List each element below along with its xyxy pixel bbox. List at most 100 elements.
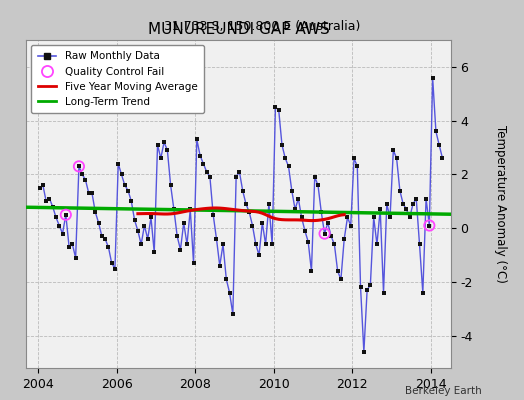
Point <box>356 284 365 290</box>
Point <box>409 201 417 207</box>
Point <box>399 201 407 207</box>
Point <box>121 182 129 188</box>
Point <box>376 206 385 212</box>
Point <box>406 214 414 221</box>
Point <box>369 214 378 221</box>
Point <box>419 290 427 296</box>
Point <box>252 241 260 248</box>
Point <box>307 268 315 274</box>
Point <box>359 349 368 355</box>
Point <box>294 196 302 202</box>
Point <box>396 187 404 194</box>
Point <box>167 182 175 188</box>
Point <box>176 246 184 253</box>
Point <box>291 206 299 212</box>
Point <box>429 74 437 81</box>
Point <box>258 220 267 226</box>
Point <box>189 260 198 266</box>
Point <box>147 214 155 221</box>
Point <box>425 222 433 229</box>
Point <box>170 206 178 212</box>
Point <box>366 282 375 288</box>
Point <box>373 241 381 248</box>
Point <box>88 190 96 196</box>
Point <box>71 254 80 261</box>
Point <box>333 268 342 274</box>
Title: MUNUREUNDI GAP AWS: MUNUREUNDI GAP AWS <box>148 22 329 38</box>
Point <box>212 236 221 242</box>
Point <box>425 222 433 229</box>
Point <box>215 263 224 269</box>
Point <box>62 212 70 218</box>
Point <box>343 214 352 221</box>
Point <box>235 168 244 175</box>
Point <box>245 209 254 215</box>
Point <box>311 174 319 180</box>
Point <box>137 241 145 248</box>
Point <box>124 187 132 194</box>
Point <box>320 230 329 237</box>
Point <box>422 196 430 202</box>
Point <box>386 214 394 221</box>
Point <box>58 230 67 237</box>
Point <box>91 209 100 215</box>
Point <box>238 187 247 194</box>
Point <box>379 290 388 296</box>
Point <box>261 241 270 248</box>
Text: Berkeley Earth: Berkeley Earth <box>406 386 482 396</box>
Point <box>193 136 201 143</box>
Point <box>127 198 136 204</box>
Point <box>301 228 309 234</box>
Point <box>36 185 44 191</box>
Point <box>75 163 83 170</box>
Point <box>173 233 181 240</box>
Point <box>222 276 231 282</box>
Point <box>225 290 234 296</box>
Point <box>219 241 227 248</box>
Point <box>363 287 372 293</box>
Point <box>435 142 443 148</box>
Point <box>75 163 83 170</box>
Point <box>39 182 47 188</box>
Point <box>68 241 77 248</box>
Point <box>320 230 329 237</box>
Point <box>288 187 296 194</box>
Point <box>285 163 293 170</box>
Point <box>107 260 116 266</box>
Point <box>438 155 446 162</box>
Point <box>255 252 263 258</box>
Point <box>209 212 217 218</box>
Point <box>101 236 110 242</box>
Point <box>134 228 142 234</box>
Point <box>114 160 123 167</box>
Point <box>206 174 214 180</box>
Point <box>160 139 168 145</box>
Point <box>232 174 241 180</box>
Point <box>199 160 208 167</box>
Point <box>278 142 286 148</box>
Point <box>271 104 280 110</box>
Point <box>186 206 194 212</box>
Point <box>340 236 348 242</box>
Point <box>117 171 126 178</box>
Point <box>317 209 325 215</box>
Point <box>42 198 50 204</box>
Point <box>97 233 106 240</box>
Point <box>416 241 424 248</box>
Point <box>154 142 162 148</box>
Y-axis label: Temperature Anomaly (°C): Temperature Anomaly (°C) <box>494 125 507 283</box>
Point <box>180 220 188 226</box>
Point <box>350 155 358 162</box>
Legend: Raw Monthly Data, Quality Control Fail, Five Year Moving Average, Long-Term Tren: Raw Monthly Data, Quality Control Fail, … <box>31 45 204 113</box>
Point <box>104 244 113 250</box>
Point <box>111 265 119 272</box>
Point <box>268 241 276 248</box>
Point <box>65 244 73 250</box>
Point <box>412 196 420 202</box>
Point <box>265 201 273 207</box>
Point <box>248 222 257 229</box>
Point <box>298 214 306 221</box>
Point <box>130 217 139 223</box>
Point <box>281 155 289 162</box>
Point <box>304 238 312 245</box>
